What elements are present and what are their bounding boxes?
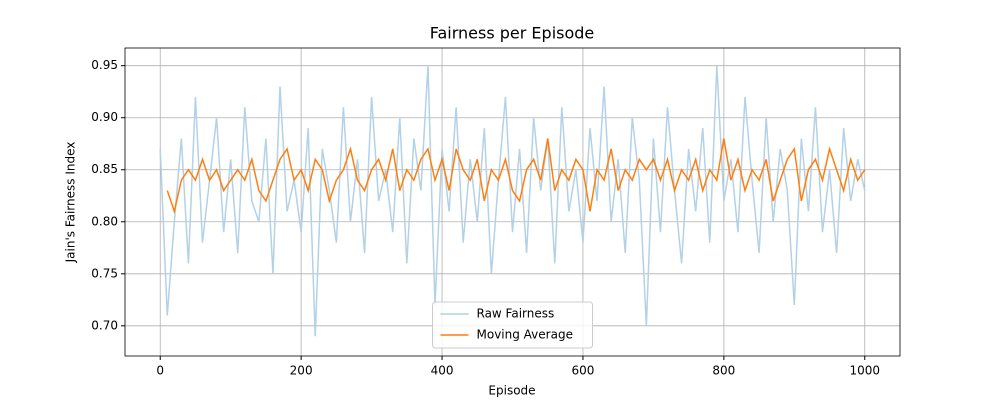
- legend-box: [432, 301, 593, 349]
- y-tick-label: 0.70: [91, 318, 118, 332]
- x-tick-label: 600: [572, 364, 595, 378]
- x-tick-label: 0: [156, 364, 164, 378]
- legend-label: Moving Average: [477, 328, 573, 342]
- y-tick-label: 0.75: [91, 266, 118, 280]
- y-tick-label: 0.80: [91, 214, 118, 228]
- chart-title: Fairness per Episode: [430, 24, 595, 43]
- y-axis-label: Jain's Fairness Index: [64, 142, 78, 264]
- x-tick-label: 800: [712, 364, 735, 378]
- x-tick-label: 200: [290, 364, 313, 378]
- x-tick-label: 1000: [849, 364, 880, 378]
- legend-label: Raw Fairness: [477, 307, 555, 321]
- y-tick-label: 0.85: [91, 162, 118, 176]
- y-tick-label: 0.90: [91, 110, 118, 124]
- legend: Raw Fairness Moving Average: [432, 301, 593, 349]
- x-tick-label: 400: [431, 364, 454, 378]
- y-tick-label: 0.95: [91, 58, 118, 72]
- series-line: [166, 138, 866, 215]
- series-line: [159, 65, 866, 337]
- plot-frame: [124, 47, 901, 357]
- x-axis-label: Episode: [488, 384, 535, 398]
